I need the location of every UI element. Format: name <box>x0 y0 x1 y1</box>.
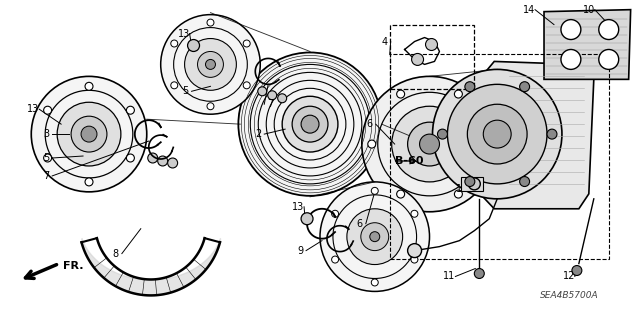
Polygon shape <box>477 62 594 209</box>
Text: 14: 14 <box>523 5 535 15</box>
Circle shape <box>85 82 93 90</box>
Circle shape <box>408 122 451 166</box>
Circle shape <box>301 115 319 133</box>
Polygon shape <box>544 10 630 79</box>
Circle shape <box>243 82 250 89</box>
Circle shape <box>258 87 267 96</box>
Text: 8: 8 <box>113 249 119 259</box>
Text: 5: 5 <box>43 153 49 163</box>
Circle shape <box>397 90 404 98</box>
Text: 7: 7 <box>43 171 49 181</box>
Circle shape <box>368 140 376 148</box>
Circle shape <box>397 190 404 198</box>
Circle shape <box>347 209 403 264</box>
Circle shape <box>408 244 422 257</box>
Circle shape <box>599 49 619 70</box>
Circle shape <box>171 82 178 89</box>
Circle shape <box>161 15 260 114</box>
Circle shape <box>370 232 380 241</box>
Circle shape <box>468 178 480 190</box>
Circle shape <box>572 265 582 276</box>
Circle shape <box>127 154 134 162</box>
Circle shape <box>361 223 388 251</box>
Text: 3: 3 <box>43 129 49 139</box>
Circle shape <box>433 70 562 199</box>
Circle shape <box>599 19 619 40</box>
Circle shape <box>371 187 378 194</box>
Bar <box>461 177 483 191</box>
Text: 9: 9 <box>297 246 303 256</box>
Circle shape <box>465 176 475 187</box>
Circle shape <box>420 134 440 154</box>
Circle shape <box>392 106 467 182</box>
Circle shape <box>411 210 418 217</box>
Text: 13: 13 <box>177 29 189 39</box>
Circle shape <box>412 54 424 65</box>
Circle shape <box>520 82 529 92</box>
Text: FR.: FR. <box>63 261 84 271</box>
Circle shape <box>561 49 581 70</box>
Circle shape <box>362 76 497 212</box>
Circle shape <box>81 126 97 142</box>
Circle shape <box>148 153 157 163</box>
Circle shape <box>198 51 223 78</box>
Circle shape <box>547 129 557 139</box>
Circle shape <box>438 129 447 139</box>
Text: 13: 13 <box>27 104 40 114</box>
Text: 1: 1 <box>456 184 463 194</box>
Circle shape <box>44 154 52 162</box>
Circle shape <box>520 176 529 187</box>
Circle shape <box>282 96 338 152</box>
Circle shape <box>371 279 378 286</box>
Text: 10: 10 <box>582 5 595 15</box>
Text: 5: 5 <box>182 86 189 96</box>
Circle shape <box>332 210 339 217</box>
Text: 13: 13 <box>292 202 304 212</box>
Circle shape <box>127 106 134 114</box>
Text: B-60: B-60 <box>395 156 423 166</box>
Circle shape <box>320 182 429 292</box>
Bar <box>390 25 474 89</box>
Circle shape <box>332 256 339 263</box>
Circle shape <box>57 102 121 166</box>
Circle shape <box>184 39 236 90</box>
Bar <box>390 55 609 259</box>
Circle shape <box>157 156 168 166</box>
Circle shape <box>238 52 381 196</box>
Circle shape <box>483 120 511 148</box>
Circle shape <box>85 178 93 186</box>
Circle shape <box>454 90 462 98</box>
Circle shape <box>278 94 287 103</box>
Circle shape <box>171 40 178 47</box>
Circle shape <box>465 82 475 92</box>
Circle shape <box>474 269 484 278</box>
Circle shape <box>71 116 107 152</box>
Circle shape <box>292 106 328 142</box>
Circle shape <box>207 103 214 110</box>
Circle shape <box>268 91 276 100</box>
Circle shape <box>483 140 492 148</box>
Circle shape <box>411 256 418 263</box>
Text: SEA4B5700A: SEA4B5700A <box>540 291 598 300</box>
Text: 2: 2 <box>255 129 261 139</box>
Circle shape <box>168 158 178 168</box>
Circle shape <box>426 39 438 50</box>
Circle shape <box>207 19 214 26</box>
Circle shape <box>188 40 200 51</box>
Circle shape <box>31 76 147 192</box>
Circle shape <box>447 84 547 184</box>
Text: 6: 6 <box>356 219 363 229</box>
Text: 6: 6 <box>367 119 373 129</box>
Text: 7: 7 <box>267 99 273 109</box>
Circle shape <box>561 19 581 40</box>
Text: 11: 11 <box>444 271 456 281</box>
Circle shape <box>467 104 527 164</box>
Circle shape <box>205 59 216 70</box>
Circle shape <box>243 40 250 47</box>
Circle shape <box>454 190 462 198</box>
Text: 12: 12 <box>563 271 575 281</box>
Text: 4: 4 <box>381 36 388 47</box>
Circle shape <box>44 106 52 114</box>
Circle shape <box>301 213 313 225</box>
